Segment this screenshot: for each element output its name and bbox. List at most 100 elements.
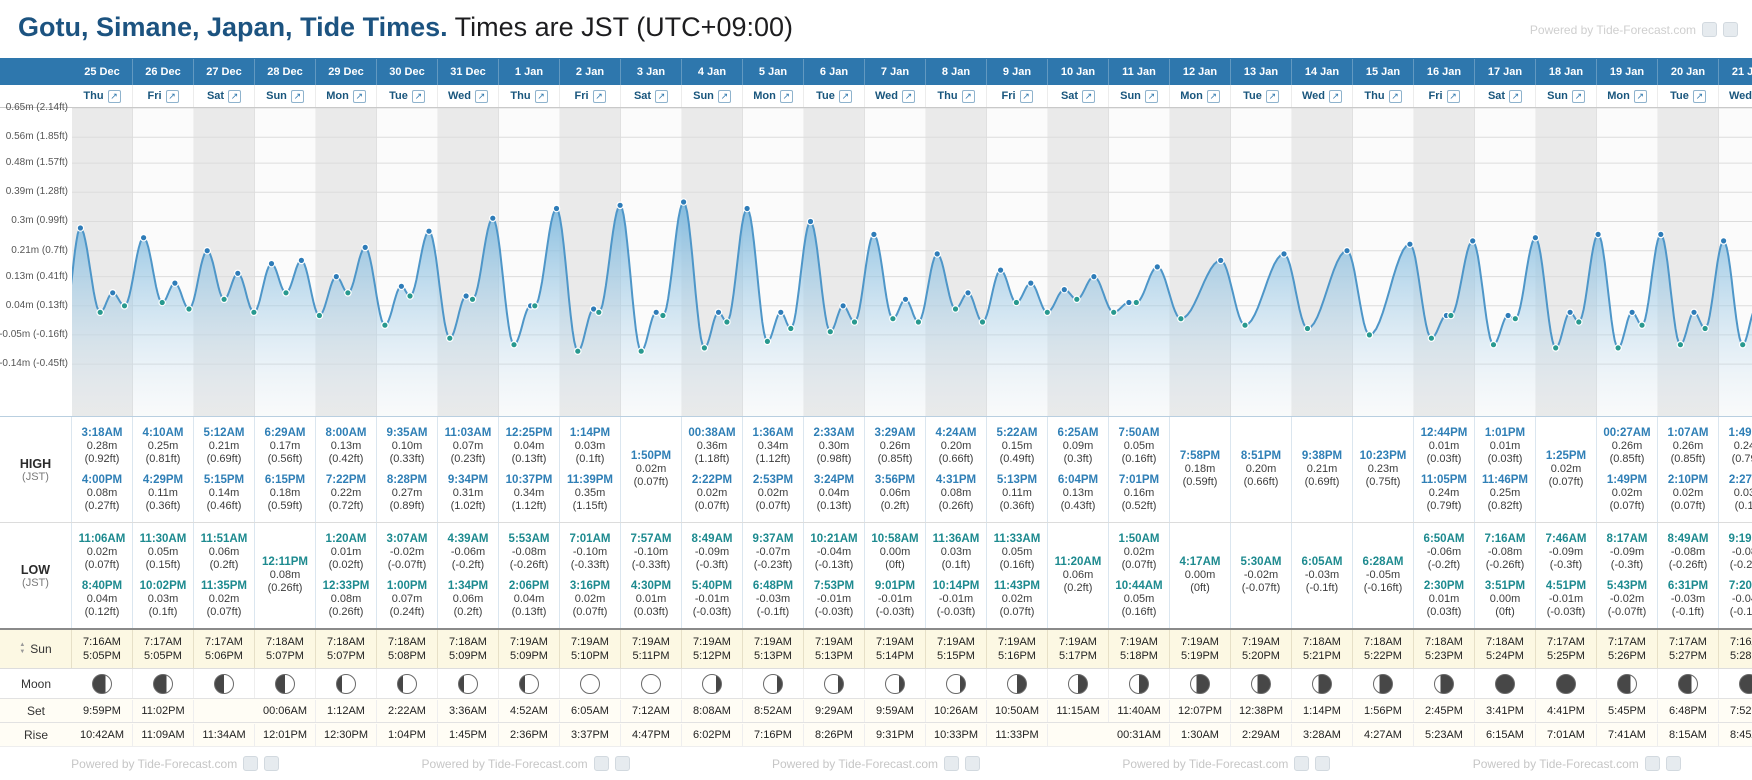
day-cell[interactable]: Fri ↗ bbox=[133, 85, 194, 107]
expand-day-icon[interactable]: ↗ bbox=[1329, 89, 1343, 103]
expand-day-icon[interactable]: ↗ bbox=[1446, 89, 1460, 103]
day-cell[interactable]: Fri ↗ bbox=[987, 85, 1048, 107]
day-cell[interactable]: Mon ↗ bbox=[1170, 85, 1231, 107]
tide-point bbox=[1511, 314, 1520, 323]
footer-watermark[interactable]: Powered by Tide-Forecast.com bbox=[1122, 756, 1331, 771]
footer-watermark[interactable]: Powered by Tide-Forecast.com bbox=[422, 756, 630, 771]
date-cell: 7 Jan bbox=[865, 58, 926, 85]
expand-day-icon[interactable]: ↗ bbox=[961, 89, 975, 103]
tide-time: 4:31PM bbox=[935, 473, 977, 486]
tide-height-ft: (0ft) bbox=[1190, 582, 1210, 594]
tide-time: 7:53PM bbox=[813, 579, 855, 592]
weekday-row: Thu ↗ Fri ↗ Sat ↗ Sun ↗ Mon ↗ Tue ↗ Wed ↗ Thu ↗ Fri ↗ Sat ↗… bbox=[0, 85, 1752, 108]
moon-cell bbox=[499, 669, 560, 698]
expand-day-icon[interactable]: ↗ bbox=[1206, 89, 1220, 103]
day-cell[interactable]: Wed↗ bbox=[1719, 85, 1752, 107]
expand-day-icon[interactable]: ↗ bbox=[228, 89, 242, 103]
expand-day-icon[interactable]: ↗ bbox=[1571, 89, 1585, 103]
day-cell[interactable]: Wed↗ bbox=[1292, 85, 1353, 107]
day-cell[interactable]: Sat ↗ bbox=[1475, 85, 1536, 107]
day-cell[interactable]: Fri ↗ bbox=[1414, 85, 1475, 107]
expand-day-icon[interactable]: ↗ bbox=[165, 89, 179, 103]
expand-day-icon[interactable]: ↗ bbox=[352, 89, 366, 103]
tide-height-m: 0.05m bbox=[1123, 439, 1155, 452]
day-cell[interactable]: Thu ↗ bbox=[499, 85, 560, 107]
tide-time: 11:43PM bbox=[993, 579, 1041, 592]
day-cell[interactable]: Wed↗ bbox=[865, 85, 926, 107]
day-cell[interactable]: Sat ↗ bbox=[1048, 85, 1109, 107]
high-tide-entry: 12:44PM 0.01m (0.03ft) bbox=[1414, 427, 1474, 466]
day-cell[interactable]: Thu ↗ bbox=[1353, 85, 1414, 107]
sunrise-time: 7:19AM bbox=[510, 636, 548, 648]
day-cell[interactable]: Tue ↗ bbox=[804, 85, 865, 107]
social-icon[interactable] bbox=[614, 756, 630, 771]
social-icon[interactable] bbox=[944, 756, 960, 771]
social-icon[interactable] bbox=[1723, 22, 1738, 37]
day-cell[interactable]: Mon ↗ bbox=[316, 85, 377, 107]
moon-cell bbox=[1231, 669, 1292, 698]
footer-watermark[interactable]: Powered by Tide-Forecast.com bbox=[71, 756, 280, 771]
social-icon[interactable] bbox=[965, 756, 981, 771]
social-icon[interactable] bbox=[1644, 756, 1660, 771]
footer-watermark[interactable]: Powered by Tide-Forecast.com bbox=[1473, 756, 1681, 771]
low-tide-cell: 6:28AM -0.05m (-0.16ft) bbox=[1353, 523, 1414, 628]
expand-day-icon[interactable]: ↗ bbox=[1509, 89, 1523, 103]
social-icon[interactable] bbox=[1315, 756, 1331, 771]
expand-day-icon[interactable]: ↗ bbox=[290, 89, 304, 103]
tide-point bbox=[1343, 246, 1351, 255]
social-icon[interactable] bbox=[593, 756, 609, 771]
expand-day-icon[interactable]: ↗ bbox=[1144, 89, 1158, 103]
day-cell[interactable]: Mon ↗ bbox=[743, 85, 804, 107]
day-cell[interactable]: Thu ↗ bbox=[926, 85, 987, 107]
day-cell[interactable]: Tue ↗ bbox=[377, 85, 438, 107]
tide-height-m: -0.07m bbox=[755, 545, 791, 558]
tide-point bbox=[679, 198, 688, 206]
weekday-label: Mon bbox=[326, 90, 349, 102]
day-cell[interactable]: Tue ↗ bbox=[1231, 85, 1292, 107]
footer-watermark[interactable]: Powered by Tide-Forecast.com bbox=[772, 756, 981, 771]
expand-day-icon[interactable]: ↗ bbox=[1019, 89, 1033, 103]
expand-day-icon[interactable]: ↗ bbox=[655, 89, 669, 103]
day-cell[interactable]: Sun ↗ bbox=[255, 85, 316, 107]
day-cell[interactable]: Fri ↗ bbox=[560, 85, 621, 107]
social-icon[interactable] bbox=[243, 756, 259, 771]
tide-point bbox=[889, 314, 897, 323]
high-tide-cell: 00:27AM 0.26m (0.85ft) 1:49PM 0.02m (0.07ft) bbox=[1597, 417, 1658, 522]
expand-day-icon[interactable]: ↗ bbox=[534, 89, 548, 103]
social-icon[interactable] bbox=[1702, 22, 1717, 37]
powered-by-watermark[interactable]: Powered by Tide-Forecast.com bbox=[1530, 22, 1738, 37]
expand-day-icon[interactable]: ↗ bbox=[779, 89, 793, 103]
day-cell[interactable]: Sat ↗ bbox=[194, 85, 255, 107]
social-icon[interactable] bbox=[264, 756, 280, 771]
sunset-time: 5:08PM bbox=[388, 650, 426, 662]
low-tide-entry: 7:57AM -0.10m (-0.33ft) bbox=[621, 533, 681, 572]
expand-day-icon[interactable]: ↗ bbox=[1633, 89, 1647, 103]
day-cell[interactable]: Thu ↗ bbox=[72, 85, 133, 107]
tide-height-ft: (0.07ft) bbox=[633, 476, 669, 488]
day-cell[interactable]: Sun ↗ bbox=[1536, 85, 1597, 107]
expand-day-icon[interactable]: ↗ bbox=[717, 89, 731, 103]
high-tide-entry: 00:38AM 0.36m (1.18ft) bbox=[682, 427, 742, 466]
day-cell[interactable]: Tue ↗ bbox=[1658, 85, 1719, 107]
tide-time: 8:28PM bbox=[386, 473, 428, 486]
day-cell[interactable]: Sat ↗ bbox=[621, 85, 682, 107]
day-cell[interactable]: Wed↗ bbox=[438, 85, 499, 107]
tide-height-ft: (0.07ft) bbox=[572, 605, 608, 618]
expand-day-icon[interactable]: ↗ bbox=[838, 89, 852, 103]
expand-day-icon[interactable]: ↗ bbox=[1265, 89, 1279, 103]
expand-day-icon[interactable]: ↗ bbox=[107, 89, 121, 103]
expand-day-icon[interactable]: ↗ bbox=[411, 89, 425, 103]
day-cell[interactable]: Sun ↗ bbox=[682, 85, 743, 107]
moonrise-time: 3:37PM bbox=[560, 723, 621, 746]
day-cell[interactable]: Sun ↗ bbox=[1109, 85, 1170, 107]
expand-day-icon[interactable]: ↗ bbox=[592, 89, 606, 103]
expand-day-icon[interactable]: ↗ bbox=[1082, 89, 1096, 103]
tide-time: 8:00AM bbox=[325, 426, 367, 439]
expand-day-icon[interactable]: ↗ bbox=[902, 89, 916, 103]
social-icon[interactable] bbox=[1665, 756, 1681, 771]
social-icon[interactable] bbox=[1294, 756, 1310, 771]
expand-day-icon[interactable]: ↗ bbox=[1692, 89, 1706, 103]
day-cell[interactable]: Mon ↗ bbox=[1597, 85, 1658, 107]
expand-day-icon[interactable]: ↗ bbox=[1388, 89, 1402, 103]
expand-day-icon[interactable]: ↗ bbox=[475, 89, 489, 103]
